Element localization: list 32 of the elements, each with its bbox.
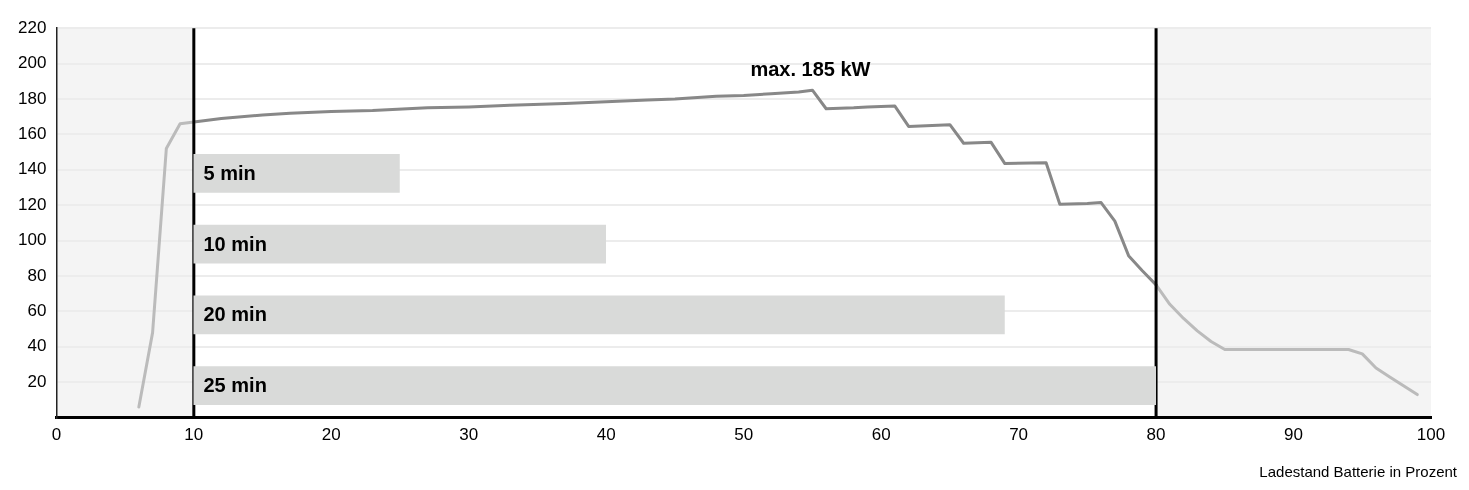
x-tick-label: 90 <box>1284 425 1303 445</box>
y-tick-label: 20 <box>27 371 47 391</box>
y-tick-label: 40 <box>27 336 47 356</box>
x-tick-label: 10 <box>184 425 204 445</box>
x-tick-label: 30 <box>459 425 479 445</box>
y-tick-label: 60 <box>27 301 47 321</box>
annotation: max. 185 kW <box>750 57 871 80</box>
x-tick-label: 80 <box>1146 425 1166 445</box>
bar <box>193 224 607 264</box>
bar <box>193 295 1006 335</box>
bar <box>193 153 401 193</box>
y-tick-label: 140 <box>17 159 47 179</box>
category-label: 5 min <box>203 161 257 184</box>
x-axis-title: Ladestand Batterie in Prozent <box>1259 462 1458 480</box>
y-tick-label: 100 <box>17 230 47 250</box>
x-tick-label: 100 <box>1416 425 1446 445</box>
x-tick-label: 70 <box>1009 425 1029 445</box>
bar <box>193 366 1157 406</box>
y-tick-label: 200 <box>17 53 47 73</box>
category-label: 10 min <box>203 232 268 255</box>
x-tick-label: 50 <box>734 425 754 445</box>
y-tick-label: 220 <box>17 17 47 37</box>
y-tick-label: 180 <box>17 88 47 108</box>
x-tick-label: 60 <box>871 425 891 445</box>
y-tick-label: 80 <box>27 265 47 285</box>
y-tick-label: 120 <box>17 194 47 214</box>
x-tick-label: 0 <box>51 425 62 445</box>
y-tick-label: 160 <box>17 124 47 144</box>
category-label: 20 min <box>203 303 268 326</box>
category-label: 25 min <box>203 374 268 397</box>
x-tick-label: 20 <box>321 425 341 445</box>
x-tick-label: 40 <box>596 425 616 445</box>
